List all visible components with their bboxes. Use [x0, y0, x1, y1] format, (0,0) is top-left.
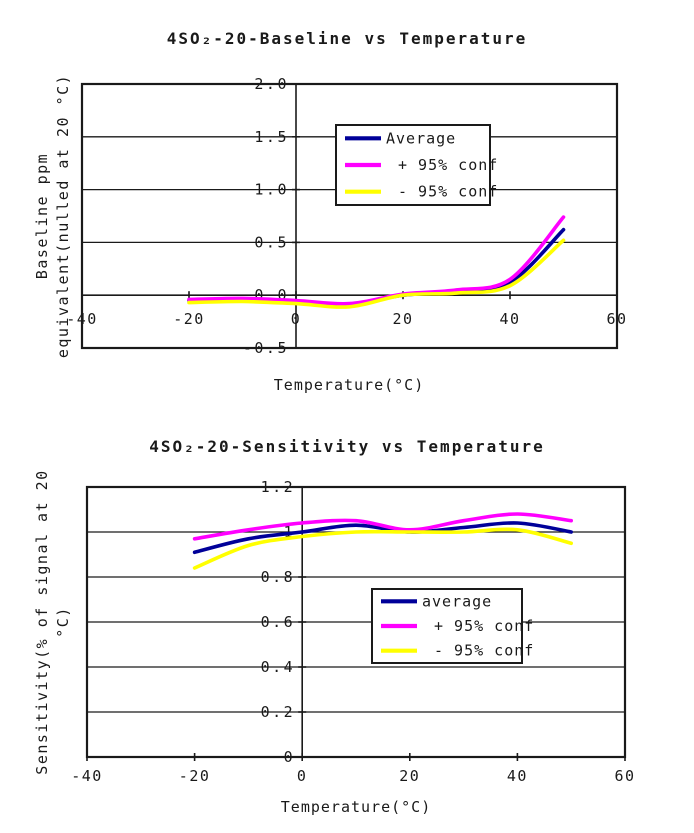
legend-label: - 95% conf	[434, 642, 534, 660]
y-axis-title-line: °C)	[54, 606, 72, 638]
x-tick-label: -40	[66, 310, 98, 328]
y-tick-label: 0.2	[261, 703, 296, 721]
sensitivity-chart-title: 4SO₂-20-Sensitivity vs Temperature	[149, 437, 545, 456]
legend-label: average	[422, 592, 492, 610]
x-tick-label: 60	[606, 310, 627, 328]
baseline-chart-plot: -0.50.00.51.01.52.0-40 -20 0 20 40 60Temperat…	[33, 74, 627, 394]
y-axis-title-line: equivalent(nulled at 20 °C)	[54, 74, 72, 358]
y-tick-label: 0.5	[254, 233, 289, 251]
baseline-chart-title: 4SO₂-20-Baseline vs Temperature	[166, 29, 528, 48]
x-axis-title: Temperature(°C)	[274, 376, 424, 394]
x-tick-label: -20	[173, 310, 205, 328]
plot-area-border	[80, 82, 619, 350]
x-tick-label: 0	[297, 767, 308, 785]
series-line	[192, 512, 573, 541]
series-line	[187, 215, 566, 306]
x-tick-label: -20	[179, 767, 211, 785]
x-axis-title: Temperature(°C)	[281, 798, 431, 816]
legend-label: + 95% conf	[434, 617, 534, 635]
y-tick-label: 1.2	[261, 478, 296, 496]
y-tick-label: 0.8	[261, 568, 296, 586]
x-tick-label: 20	[392, 310, 413, 328]
y-tick-label: 0	[284, 748, 296, 766]
y-tick-label: 0.4	[261, 658, 296, 676]
x-tick-label: 60	[614, 767, 635, 785]
series-line	[187, 227, 566, 307]
legend-label: - 95% conf	[398, 183, 498, 201]
y-tick-label: -0.5	[243, 339, 289, 357]
series-line	[192, 521, 573, 555]
sensitivity-chart-plot: 00.20.40.60.811.2-40 -20 0 20 40 60Temperatur…	[33, 469, 635, 816]
x-tick-label: 40	[507, 767, 528, 785]
y-tick-label: 1.0	[254, 181, 289, 199]
y-tick-label: 0.6	[261, 613, 296, 631]
legend-label: + 95% conf	[398, 156, 498, 174]
series-line	[187, 238, 566, 309]
y-tick-label: 2.0	[254, 75, 289, 93]
x-tick-label: 0	[291, 310, 302, 328]
x-tick-label: 20	[399, 767, 420, 785]
y-tick-label: 1.5	[254, 128, 289, 146]
series-line	[192, 527, 573, 570]
x-tick-label: 40	[499, 310, 520, 328]
x-tick-label: -40	[71, 767, 103, 785]
legend-label: Average	[386, 129, 456, 147]
y-axis-title-line: Sensitivity(% of signal at 20	[33, 469, 51, 774]
y-axis-title-line: Baseline ppm	[33, 153, 51, 279]
